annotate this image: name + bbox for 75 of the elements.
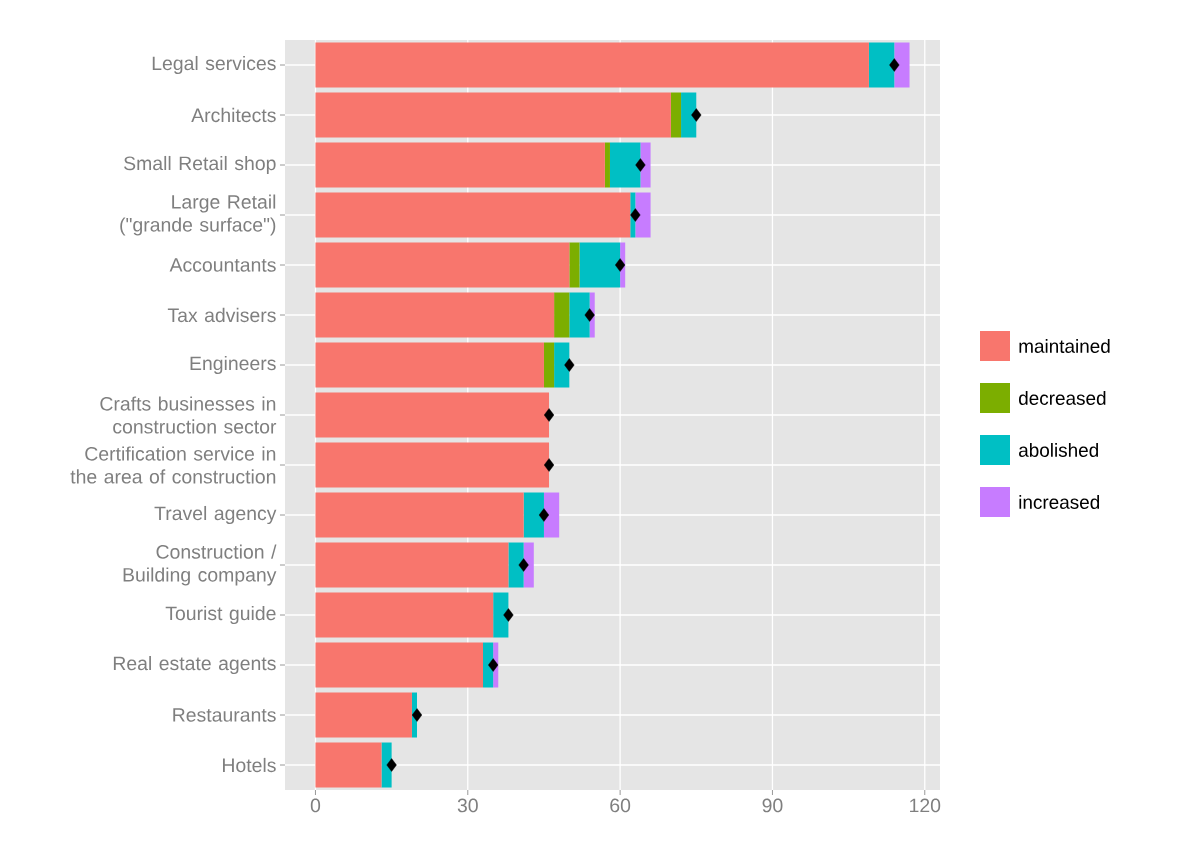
bar [635, 192, 651, 238]
y-tick-label: Crafts businesses in construction sector [100, 396, 277, 434]
legend-label: abolished [1019, 443, 1098, 457]
x-tick-label: 30 [457, 798, 478, 813]
bar [315, 42, 869, 88]
point [503, 608, 514, 622]
point [691, 108, 702, 122]
bar [640, 142, 651, 188]
bar [315, 442, 550, 488]
y-tick-label: Architects [191, 107, 276, 123]
y-tick-label: Construction / Building company [123, 544, 277, 586]
point [615, 258, 626, 272]
bar [554, 292, 570, 338]
x-tick-label: 90 [762, 798, 783, 813]
bar [868, 42, 895, 88]
legend-label: decreased [1019, 391, 1106, 405]
point [538, 508, 550, 522]
y-tick-label: Restaurants [173, 708, 276, 722]
bar [315, 142, 605, 188]
bar [604, 142, 610, 188]
bar [315, 542, 509, 588]
y-tick-label: Hotels [223, 757, 276, 773]
bar [569, 242, 580, 288]
bar [523, 492, 544, 538]
point [411, 708, 423, 722]
bar [315, 592, 494, 638]
bar [315, 292, 555, 338]
y-tick-label: Accountants [169, 258, 276, 272]
point [889, 58, 900, 72]
bar [483, 642, 494, 688]
bar [681, 92, 697, 138]
bar [315, 242, 570, 288]
bar [554, 342, 570, 388]
bar [670, 92, 682, 138]
point [543, 408, 555, 422]
y-tick-label: Real estate agents [113, 655, 276, 675]
bar [315, 92, 671, 138]
bar [315, 392, 550, 438]
y-tick-label: Large Retail ("grande surface") [120, 194, 276, 236]
bar [315, 492, 524, 538]
y-tick-label: Small Retail shop [124, 155, 276, 175]
bar [894, 42, 910, 88]
bar [579, 242, 621, 288]
point [386, 758, 397, 772]
bar [543, 492, 560, 538]
y-tick-label: Legal services [152, 55, 276, 75]
bar [315, 192, 631, 238]
x-tick-label: 0 [310, 798, 321, 813]
bar [543, 342, 555, 388]
y-tick-label: Certification service in the area of construction [70, 446, 276, 484]
point [635, 158, 646, 172]
point [564, 358, 575, 372]
bar [523, 542, 534, 588]
bar [381, 742, 392, 788]
bar [609, 142, 641, 188]
point [630, 208, 641, 222]
y-tick-label: Engineers [190, 355, 276, 375]
bar [508, 542, 524, 588]
point [488, 658, 499, 672]
x-tick-label: 120 [910, 798, 941, 813]
point [584, 308, 595, 322]
bar [315, 742, 382, 788]
x-tick-label: 60 [610, 798, 631, 813]
point [518, 558, 529, 572]
bar [569, 292, 590, 338]
bar [315, 692, 412, 738]
legend-label: maintained [1019, 339, 1110, 353]
bar [315, 642, 484, 688]
bar [493, 592, 509, 638]
point [543, 458, 555, 472]
y-tick-label: Tourist guide [165, 605, 276, 625]
y-tick-label: Tax advisers [167, 307, 276, 323]
bar [315, 342, 544, 388]
y-tick-label: Travel agency [154, 505, 277, 525]
legend-label: increased [1019, 495, 1100, 509]
